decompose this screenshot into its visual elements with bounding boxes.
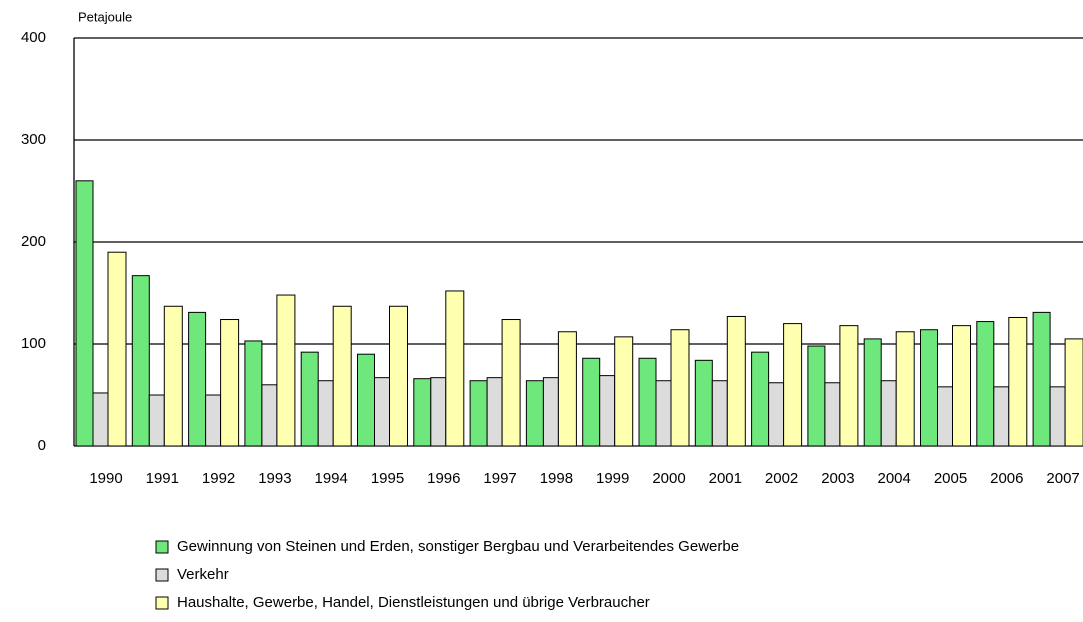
bar: [976, 321, 995, 447]
bar: [824, 382, 841, 447]
bar: [582, 357, 601, 447]
bar: [1032, 311, 1051, 447]
bar: [163, 305, 183, 447]
y-tick-label: 200: [21, 233, 46, 250]
bar: [614, 336, 634, 447]
bar: [542, 377, 559, 447]
x-tick-label: 1991: [146, 470, 179, 487]
bar: [300, 351, 319, 447]
bar: [205, 394, 222, 447]
bar: [655, 380, 672, 447]
legend-label: Haushalte, Gewerbe, Handel, Dienstleistu…: [177, 594, 650, 611]
x-tick-label: 2000: [652, 470, 685, 487]
x-tick-label: 2005: [934, 470, 967, 487]
x-tick-label: 2006: [990, 470, 1023, 487]
bar: [469, 380, 488, 447]
x-tick-label: 2001: [709, 470, 742, 487]
x-tick-label: 1993: [258, 470, 291, 487]
bar: [768, 382, 785, 447]
y-tick-label: 0: [38, 437, 46, 454]
bar: [501, 319, 521, 447]
bar: [937, 386, 953, 447]
bar: [638, 357, 657, 447]
bar: [1049, 386, 1066, 447]
bar: [244, 340, 263, 447]
bar: [557, 331, 577, 447]
bar: [413, 378, 432, 447]
legend-swatch: [155, 596, 169, 610]
x-tick-label: 1995: [371, 470, 404, 487]
bar: [374, 377, 390, 447]
y-axis-label: Petajoule: [78, 9, 132, 24]
bar: [599, 375, 616, 447]
bar: [895, 331, 915, 447]
x-tick-label: 1997: [483, 470, 516, 487]
legend-swatch: [155, 540, 169, 554]
x-tick-label: 2002: [765, 470, 798, 487]
bar: [920, 329, 938, 447]
bar: [807, 345, 826, 447]
bar: [276, 294, 296, 447]
bar: [261, 384, 278, 447]
x-tick-label: 1992: [202, 470, 235, 487]
bar: [148, 394, 165, 447]
x-tick-label: 1990: [89, 470, 122, 487]
x-tick-label: 2003: [821, 470, 854, 487]
bar: [486, 377, 503, 447]
x-tick-label: 1994: [315, 470, 348, 487]
bar: [430, 377, 447, 447]
bar: [332, 305, 352, 447]
bar: [993, 386, 1010, 447]
bar: [92, 392, 109, 447]
bar: [445, 290, 465, 447]
bar: [670, 329, 690, 447]
bar: [751, 351, 770, 447]
bar: [131, 275, 150, 447]
bar: [357, 353, 375, 447]
bar: [188, 311, 207, 447]
y-tick-label: 400: [21, 29, 46, 46]
bar: [880, 380, 897, 447]
bar: [711, 380, 728, 447]
x-tick-label: 2007: [1046, 470, 1079, 487]
x-tick-label: 2004: [878, 470, 911, 487]
bar: [107, 251, 127, 447]
x-tick-label: 1999: [596, 470, 629, 487]
bar: [1064, 338, 1083, 447]
legend-swatch: [155, 568, 169, 582]
bar: [952, 325, 971, 447]
bar: [389, 305, 408, 447]
bar: [525, 380, 544, 447]
bar: [863, 338, 882, 447]
bar: [317, 380, 334, 447]
bar: [726, 315, 746, 447]
y-tick-label: 300: [21, 131, 46, 148]
bar: [839, 325, 859, 447]
bar: [75, 180, 94, 447]
x-tick-label: 1998: [540, 470, 573, 487]
bar: [783, 323, 803, 447]
legend-label: Verkehr: [177, 566, 229, 583]
bar: [1008, 316, 1028, 447]
bar: [694, 359, 713, 447]
x-tick-label: 1996: [427, 470, 460, 487]
y-tick-label: 100: [21, 335, 46, 352]
bar: [220, 319, 240, 447]
legend-label: Gewinnung von Steinen und Erden, sonstig…: [177, 538, 739, 555]
